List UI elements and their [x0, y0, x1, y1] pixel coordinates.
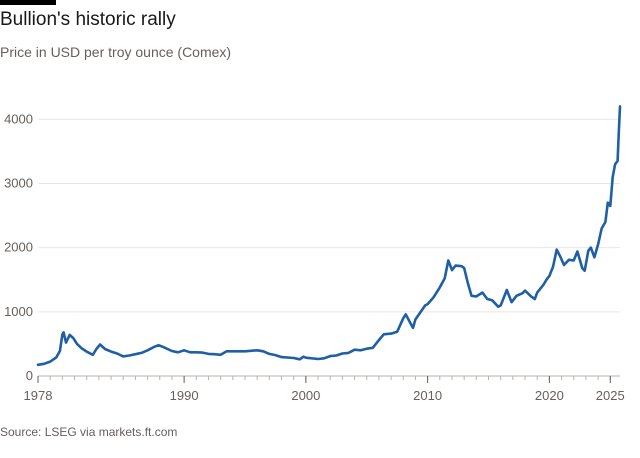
x-tick-label: 2025: [596, 388, 625, 403]
x-tick-label: 2010: [413, 388, 442, 403]
y-tick-label: 2000: [4, 240, 33, 255]
x-tick-label: 1978: [24, 388, 53, 403]
y-tick-label: 3000: [4, 175, 33, 190]
source-note: Source: LSEG via markets.ft.com: [0, 425, 178, 439]
y-tick-label: 4000: [4, 111, 33, 126]
gold-price-series-line: [36, 105, 622, 367]
brand-bar: [0, 0, 56, 5]
chart-title: Bullion's historic rally: [0, 9, 176, 30]
x-tick-label: 2000: [291, 388, 320, 403]
x-tick-label: 2020: [535, 388, 564, 403]
y-tick-label: 1000: [4, 304, 33, 319]
chart-subtitle: Price in USD per troy ounce (Comex): [0, 44, 232, 60]
x-tick-label: 1990: [170, 388, 199, 403]
y-tick-label: 0: [26, 368, 33, 383]
